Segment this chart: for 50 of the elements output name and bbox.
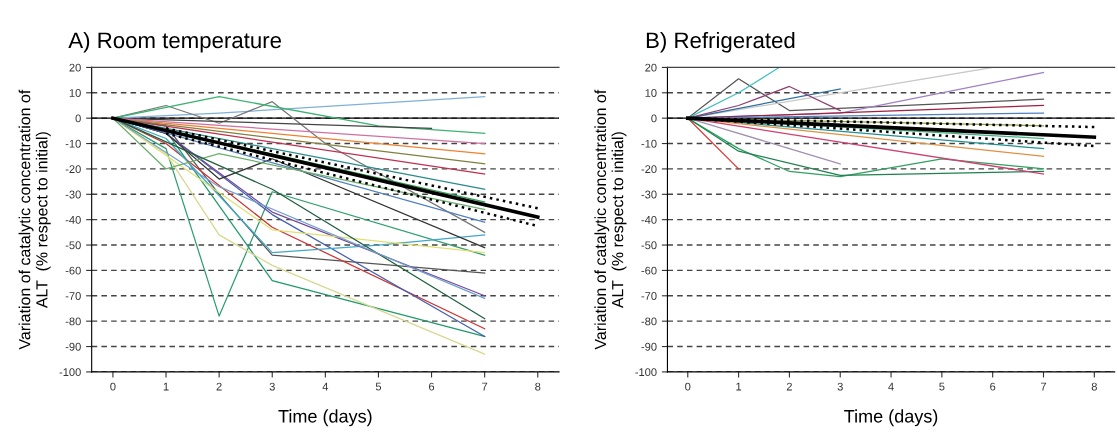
y-axis-title: Variation of catalytic concentration of ALT (% respect to initial) (594, 89, 627, 350)
x-tick-label: 7 (1040, 382, 1047, 391)
y-tick-label: -20 (65, 165, 81, 174)
y-tick-label: -90 (65, 342, 81, 351)
x-tick-label: 0 (685, 382, 691, 391)
x-tick-label: 8 (535, 382, 541, 391)
y-tick-label: 20 (69, 63, 81, 72)
x-tick-label: 3 (837, 382, 843, 391)
y-tick-label: 20 (645, 63, 657, 72)
x-axis-title: Time (days) (278, 409, 372, 427)
y-tick-label: -70 (65, 292, 81, 300)
y-tick-label: -30 (641, 190, 657, 199)
x-tick-label: 0 (110, 382, 116, 391)
x-tick-label: 4 (322, 382, 329, 391)
x-tick-label: 1 (736, 382, 742, 391)
y-tick-label: -10 (641, 139, 657, 148)
x-tick-label: 5 (939, 382, 945, 391)
y-tick-label: -50 (65, 241, 81, 250)
y-tick-label: -100 (59, 368, 81, 377)
y-tick-label: -30 (65, 190, 81, 199)
x-tick-label: 2 (786, 382, 792, 391)
y-tick-label: -20 (641, 165, 657, 174)
x-tick-label: 3 (269, 382, 275, 391)
x-tick-label: 2 (216, 382, 222, 391)
y-tick-label: -70 (641, 292, 657, 300)
x-tick-label: 6 (429, 382, 435, 391)
x-tick-label: 1 (163, 382, 169, 391)
y-tick-label: -90 (641, 342, 657, 351)
y-tick-label: -10 (65, 139, 81, 148)
y-tick-label: 10 (645, 89, 657, 97)
y-tick-label: -50 (641, 241, 657, 250)
y-tick-label: 0 (75, 114, 81, 123)
y-tick-label: 0 (651, 114, 657, 123)
chart-title: A) Room temperature (68, 31, 281, 53)
y-tick-label: -80 (641, 317, 657, 326)
y-tick-label: -40 (65, 215, 81, 224)
y-tick-label: -60 (641, 266, 657, 275)
x-tick-label: 6 (990, 382, 996, 391)
y-tick-label: 10 (69, 89, 81, 97)
y-tick-label: -40 (641, 215, 657, 224)
x-tick-label: 5 (375, 382, 382, 391)
y-axis-title: Variation of catalytic concentration of ALT (% respect to initial) (18, 89, 51, 350)
chart-title: B) Refrigerated (646, 31, 795, 53)
y-tick-label: -80 (65, 317, 81, 326)
x-tick-label: 7 (482, 382, 488, 391)
x-tick-label: 8 (1091, 382, 1097, 391)
x-axis-title: Time (days) (844, 409, 938, 427)
y-tick-label: -100 (635, 368, 657, 377)
y-tick-label: -60 (65, 266, 81, 275)
x-tick-label: 4 (888, 382, 894, 391)
